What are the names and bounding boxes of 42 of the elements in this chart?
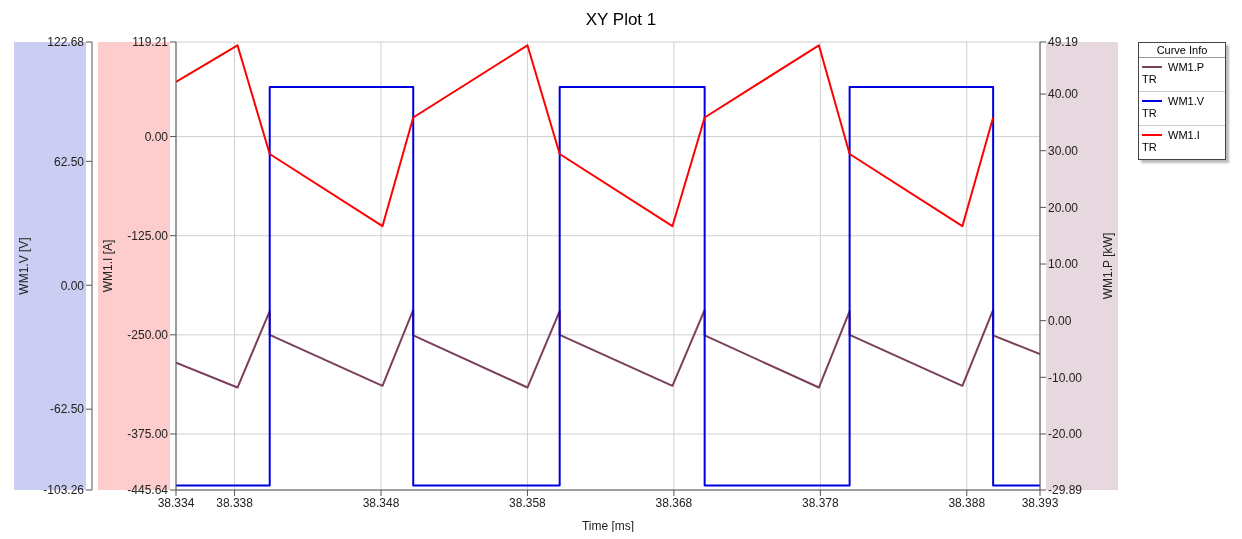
text: TR bbox=[1142, 73, 1158, 85]
y2-tick-label: -375.00 bbox=[127, 427, 169, 442]
text: TR bbox=[1142, 107, 1158, 119]
x-tick-label: 38.378 bbox=[801, 495, 840, 510]
y3-tick-label: 0.00 bbox=[1048, 313, 1072, 328]
y-tick-label: -103.26 bbox=[43, 483, 85, 498]
y3-tick-label: -29.89 bbox=[1048, 483, 1083, 498]
y2-tick-label: -250.00 bbox=[127, 328, 169, 343]
x-tick-label: 38.358 bbox=[509, 495, 547, 510]
x-tick-label: 38.388 bbox=[948, 495, 986, 510]
y3-axis-title: WM1.P [kW] bbox=[1101, 232, 1116, 300]
y-tick-label: 122.68 bbox=[47, 35, 85, 50]
y-tick-label: 0.00 bbox=[60, 278, 85, 293]
y3-tick-label: 10.00 bbox=[1048, 257, 1079, 272]
y3-tick-label: 30.00 bbox=[1048, 143, 1079, 158]
y2-tick-label: 0.00 bbox=[144, 129, 169, 144]
x-tick-label: 38.368 bbox=[655, 495, 693, 510]
legend-label: WM1.V bbox=[1168, 95, 1205, 107]
text: TR bbox=[1142, 141, 1158, 153]
x-axis-title: Time [ms] bbox=[581, 519, 635, 533]
y-axis-title: WM1.V [V] bbox=[17, 237, 32, 295]
y3-tick-label: -20.00 bbox=[1048, 427, 1083, 442]
x-tick-label: 38.338 bbox=[216, 495, 254, 510]
y-tick-label: -62.50 bbox=[49, 402, 85, 417]
legend-label: WM1.I bbox=[1168, 129, 1200, 141]
y3-tick-label: 20.00 bbox=[1048, 200, 1079, 215]
y2-tick-label: -445.64 bbox=[127, 483, 169, 498]
y3-tick-label: 40.00 bbox=[1048, 87, 1079, 102]
y-tick-label: 62.50 bbox=[53, 154, 85, 169]
x-tick-label: 38.393 bbox=[1021, 495, 1059, 510]
y2-tick-label: -125.00 bbox=[127, 228, 169, 243]
legend-title: Curve Info bbox=[1139, 43, 1225, 58]
line-series bbox=[176, 44, 995, 228]
chart-title: XY Plot 1 bbox=[584, 9, 658, 31]
legend-label: WM1.P bbox=[1168, 61, 1205, 73]
y2-tick-label: 119.21 bbox=[132, 35, 169, 50]
x-tick-label: 38.334 bbox=[157, 495, 195, 510]
line-series bbox=[176, 308, 1040, 389]
y3-tick-label: -10.00 bbox=[1048, 370, 1083, 385]
y3-tick-label: 49.19 bbox=[1048, 35, 1079, 50]
x-tick-label: 38.348 bbox=[362, 495, 400, 510]
y2-axis-title: WM1.I [A] bbox=[101, 239, 116, 293]
